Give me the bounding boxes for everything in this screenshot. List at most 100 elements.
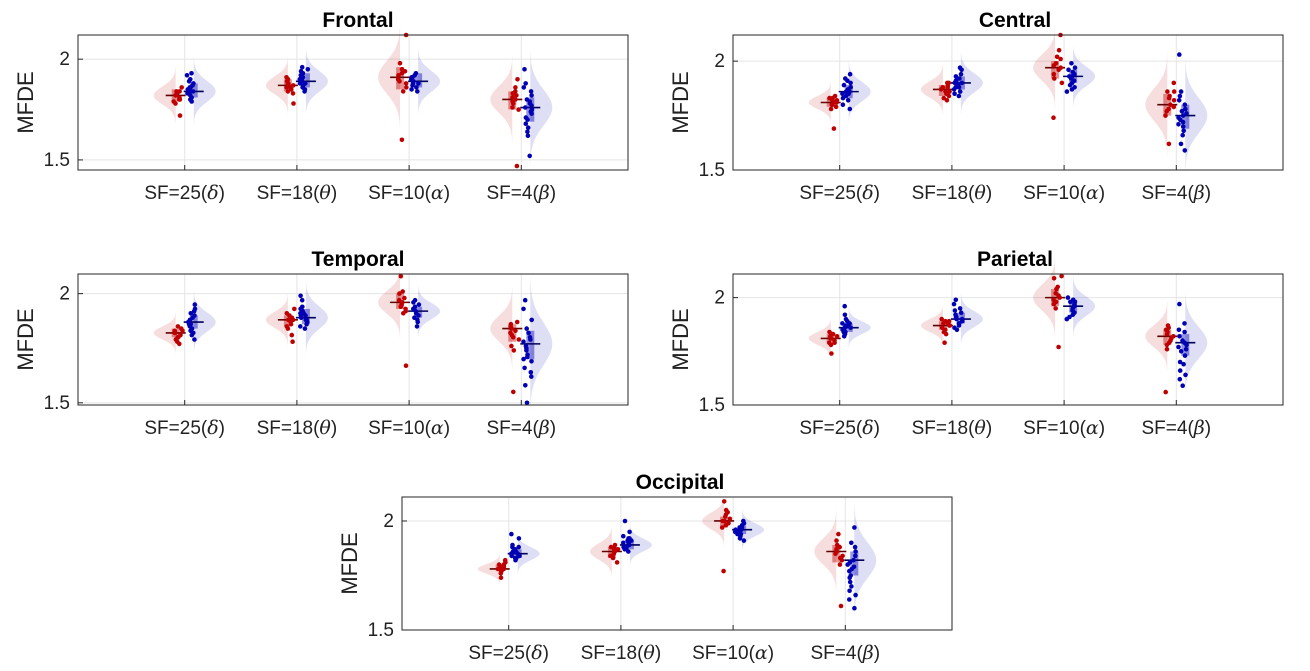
data-point xyxy=(1053,306,1058,311)
data-point xyxy=(848,80,853,86)
data-point xyxy=(832,340,837,346)
x-tick-label: SF=10(α) xyxy=(1023,182,1105,204)
y-axis-label: MFDE xyxy=(13,71,38,133)
data-point xyxy=(509,343,514,349)
data-point xyxy=(528,89,534,94)
y-tick-label: 2 xyxy=(383,511,394,532)
data-point xyxy=(847,71,853,77)
data-point xyxy=(721,568,726,574)
data-point xyxy=(410,83,415,88)
x-tick-label: SF=18(θ) xyxy=(257,417,338,439)
data-point xyxy=(412,297,418,303)
data-point xyxy=(840,91,845,97)
data-point xyxy=(615,547,621,552)
data-point xyxy=(188,328,193,334)
density-cloud xyxy=(920,63,943,116)
data-point xyxy=(290,91,296,96)
data-point xyxy=(192,337,197,342)
data-point xyxy=(834,547,839,552)
data-point xyxy=(192,313,197,318)
density-cloud xyxy=(848,60,871,123)
data-point xyxy=(839,557,845,563)
plot-area xyxy=(78,274,628,405)
data-point xyxy=(297,77,303,82)
data-point xyxy=(626,536,631,541)
iqr-box xyxy=(301,73,310,88)
data-point xyxy=(189,332,195,338)
data-point xyxy=(1053,61,1059,66)
data-point xyxy=(502,557,508,563)
density-cloud xyxy=(742,509,765,551)
data-point xyxy=(612,549,618,554)
plot-area xyxy=(402,497,952,630)
data-point xyxy=(177,113,183,118)
x-tick-label: SF=18(θ) xyxy=(581,642,662,664)
data-point xyxy=(299,297,305,303)
data-point xyxy=(290,339,295,345)
data-point xyxy=(514,93,519,98)
data-point xyxy=(511,348,517,353)
data-point xyxy=(303,81,308,86)
data-point xyxy=(943,331,949,337)
data-point xyxy=(399,71,405,76)
data-point xyxy=(830,95,835,101)
data-point xyxy=(614,560,620,565)
data-point xyxy=(285,89,291,94)
y-tick-label: 2 xyxy=(714,288,725,309)
data-point xyxy=(1058,65,1063,70)
data-point xyxy=(174,89,179,94)
density-cloud xyxy=(1145,53,1168,157)
data-point xyxy=(1171,104,1177,110)
density-cloud xyxy=(920,305,943,346)
data-point xyxy=(523,81,528,86)
data-point xyxy=(514,163,520,169)
data-point xyxy=(189,95,194,100)
data-point xyxy=(510,91,516,96)
data-point xyxy=(1165,329,1170,335)
data-point xyxy=(954,327,960,333)
density-cloud xyxy=(814,510,837,593)
density-cloud xyxy=(808,81,831,124)
x-tick-label: SF=4(β) xyxy=(1142,182,1212,204)
data-point xyxy=(289,87,294,92)
data-point xyxy=(1164,342,1170,348)
data-point xyxy=(833,104,839,110)
data-point xyxy=(1053,299,1059,305)
data-point xyxy=(959,316,965,322)
data-point xyxy=(302,326,308,331)
data-point xyxy=(1056,344,1061,350)
data-point xyxy=(184,73,190,78)
density-cloud xyxy=(1185,58,1208,173)
y-tick-label: 1.5 xyxy=(699,160,725,181)
iqr-box xyxy=(1051,61,1060,79)
data-point xyxy=(285,81,291,86)
data-point xyxy=(957,76,962,81)
data-point xyxy=(291,83,296,88)
data-point xyxy=(741,518,746,524)
data-point xyxy=(1056,47,1062,53)
data-point xyxy=(1184,111,1189,116)
data-point xyxy=(952,91,957,97)
data-point xyxy=(723,507,729,513)
y-tick-label: 2 xyxy=(714,51,725,72)
density-cloud xyxy=(490,287,513,370)
data-point xyxy=(849,540,854,546)
data-point xyxy=(516,536,522,541)
data-point xyxy=(847,579,853,585)
chart-title: Central xyxy=(979,9,1051,32)
data-point xyxy=(513,85,518,90)
data-point xyxy=(415,89,420,94)
data-point xyxy=(527,153,532,159)
series-red xyxy=(477,495,847,609)
density-cloud xyxy=(854,503,877,618)
data-point xyxy=(188,311,194,316)
data-point xyxy=(403,81,409,86)
data-point xyxy=(285,326,291,331)
data-point xyxy=(956,93,962,99)
data-point xyxy=(1052,76,1057,81)
x-tick-label: SF=25(δ) xyxy=(468,642,549,664)
data-point xyxy=(525,129,530,134)
data-point xyxy=(1176,327,1182,333)
data-point xyxy=(529,103,534,108)
